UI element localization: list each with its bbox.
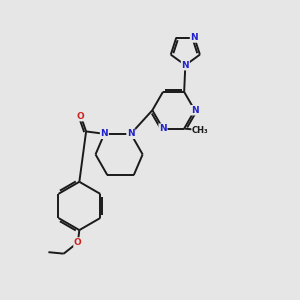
Text: N: N: [100, 129, 108, 138]
Text: O: O: [77, 112, 85, 121]
Text: N: N: [190, 33, 198, 42]
Text: O: O: [74, 238, 82, 247]
Text: CH₃: CH₃: [192, 126, 209, 135]
Text: N: N: [182, 61, 189, 70]
Text: N: N: [191, 106, 199, 115]
Text: N: N: [159, 124, 167, 133]
Text: N: N: [127, 129, 135, 138]
